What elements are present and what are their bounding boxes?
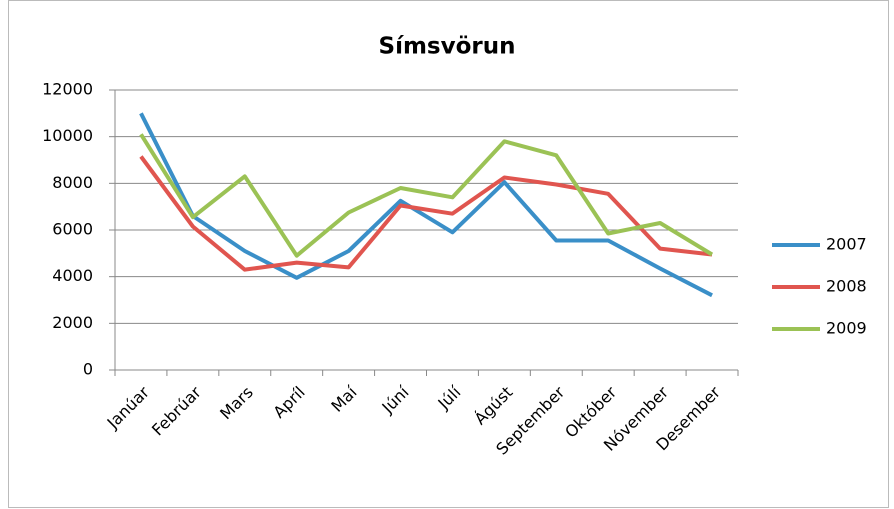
legend-label: 2007 bbox=[826, 235, 867, 254]
legend-label: 2008 bbox=[826, 277, 867, 296]
y-tick-label: 0 bbox=[83, 360, 93, 379]
y-tick-label: 8000 bbox=[52, 173, 93, 192]
series-line bbox=[139, 133, 714, 258]
y-tick-label: 6000 bbox=[52, 220, 93, 239]
chart-title: Símsvörun bbox=[379, 34, 516, 60]
y-tick-label: 4000 bbox=[52, 266, 93, 285]
y-tick-label: 2000 bbox=[52, 313, 93, 332]
chart-frame bbox=[8, 0, 889, 508]
y-tick-label: 10000 bbox=[42, 126, 93, 145]
y-tick-label: 12000 bbox=[42, 80, 93, 99]
legend-label: 2009 bbox=[826, 319, 867, 338]
series-line bbox=[139, 155, 713, 272]
series-line bbox=[139, 112, 713, 298]
